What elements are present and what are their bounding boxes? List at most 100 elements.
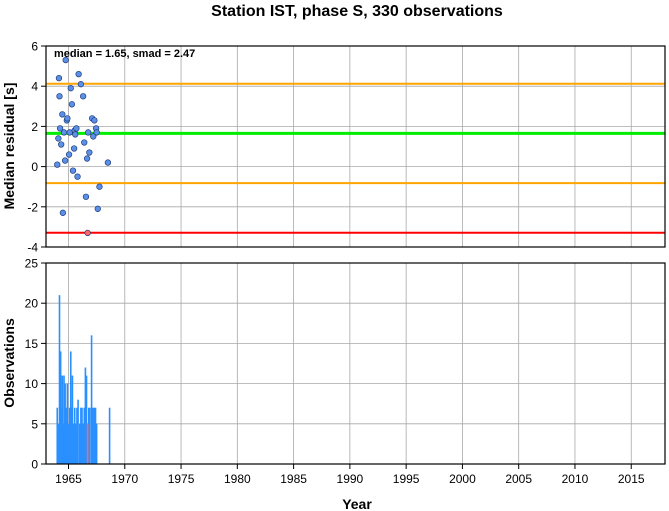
year-x-tick-label: 1985	[280, 472, 307, 486]
residual-point	[67, 85, 74, 92]
residual-y-axis-label: Median residual [s]	[1, 83, 17, 210]
residual-point	[70, 145, 78, 152]
observation-bar	[73, 407, 76, 464]
chart-title: Station IST, phase S, 330 observations	[211, 3, 503, 20]
year-x-tick-label: 1970	[111, 472, 138, 486]
observations-y-tick-label: 25	[25, 257, 39, 271]
observation-bar	[108, 407, 111, 464]
residual-point	[79, 93, 87, 100]
residual-point	[74, 173, 81, 180]
residual-point	[60, 129, 68, 136]
observations-plot-frame	[45, 262, 666, 465]
observation-bar-outlier	[86, 423, 89, 464]
residual-point	[96, 183, 103, 190]
residual-point	[56, 125, 64, 132]
residual-point	[58, 141, 65, 148]
residual-point	[81, 139, 88, 146]
residual-point	[94, 205, 101, 212]
year-x-tick-label: 1995	[393, 472, 420, 486]
residual-y-tick-label: 0	[31, 160, 38, 174]
residual-point	[59, 111, 66, 118]
year-x-tick-label: 2010	[562, 472, 589, 486]
residual-point	[59, 209, 67, 216]
observation-bar	[81, 407, 83, 464]
residual-point	[65, 151, 73, 158]
residual-point	[90, 133, 97, 140]
observation-bar	[94, 407, 97, 464]
observation-bar	[60, 407, 62, 464]
observation-bar	[82, 423, 84, 464]
stats-annotation: median = 1.65, smad = 2.47	[54, 48, 195, 60]
observations-y-axis-label: Observations	[1, 318, 17, 408]
observation-bar	[67, 423, 70, 464]
observation-bar	[71, 375, 74, 464]
residual-points	[54, 56, 112, 237]
year-x-tick-label: 1965	[55, 472, 82, 486]
residual-panel: -4 -2 0 2 4 6 median = 1.65, smad = 2.47 Medi…	[1, 40, 666, 255]
residual-point	[62, 56, 69, 64]
observation-bar	[92, 407, 95, 464]
observations-plot-area	[46, 263, 665, 464]
observation-bar	[84, 367, 87, 464]
observation-bar	[93, 407, 96, 464]
observations-panel: 0 5 10 15 20 25 1965 1970 1975 1980 1985 1990 1995 2…	[1, 257, 666, 511]
residual-point	[93, 129, 100, 136]
residual-point	[104, 159, 112, 166]
observation-bar	[56, 407, 59, 464]
residual-y-tick-label: -2	[27, 200, 38, 214]
year-x-tick-label: 1975	[168, 472, 195, 486]
residual-plot-frame	[45, 45, 666, 248]
residual-point	[86, 149, 93, 156]
observation-bar	[57, 423, 60, 464]
observation-bar	[89, 407, 91, 464]
observation-bar	[85, 375, 88, 464]
residual-point	[69, 167, 77, 174]
observation-bar	[76, 407, 78, 464]
year-x-tick-label: 1980	[224, 472, 251, 486]
residual-point	[55, 75, 63, 82]
residual-y-ticks: -4 -2 0 2 4 6	[27, 40, 46, 255]
residual-point	[77, 81, 85, 88]
residual-point	[64, 115, 71, 122]
observation-bar	[68, 407, 71, 464]
observation-bar	[83, 407, 86, 464]
residual-point	[91, 117, 98, 124]
observation-bar	[95, 423, 98, 464]
observation-bar	[91, 407, 93, 464]
observations-y-ticks: 0 5 10 15 20 25	[25, 257, 46, 472]
observation-bar	[80, 407, 82, 464]
year-x-axis-label: Year	[342, 496, 372, 511]
residual-point	[85, 129, 92, 136]
residual-point	[72, 131, 79, 138]
residual-point	[55, 135, 62, 142]
year-x-ticks: 1965 1970 1975 1980 1985 1990 1995 2000 2005 2010…	[55, 464, 645, 486]
residual-point	[84, 229, 91, 237]
observation-bar	[61, 375, 64, 464]
residual-point	[54, 161, 61, 168]
residual-point	[68, 101, 76, 108]
residual-point	[56, 93, 63, 100]
residual-point	[75, 70, 82, 78]
observation-bar	[64, 383, 66, 464]
observation-bar	[58, 295, 61, 464]
observation-bar	[63, 375, 65, 464]
year-x-tick-label: 2000	[449, 472, 476, 486]
residual-point	[73, 125, 80, 132]
observations-y-tick-label: 15	[25, 337, 39, 351]
observations-y-tick-label: 10	[25, 377, 39, 391]
observation-bar	[65, 407, 68, 464]
year-x-tick-label: 2005	[505, 472, 532, 486]
observation-bar	[87, 407, 90, 464]
residual-point	[82, 193, 90, 200]
observation-bar	[75, 423, 77, 464]
observation-bar	[72, 423, 75, 464]
residual-point	[83, 155, 91, 162]
residual-y-tick-label: 4	[31, 80, 38, 94]
residual-y-tick-label: 2	[31, 120, 38, 134]
residual-y-tick-label: -4	[27, 241, 38, 255]
residual-plot-area	[46, 46, 665, 247]
observation-bar	[78, 423, 81, 464]
residual-y-tick-label: 6	[31, 40, 38, 54]
observations-y-tick-label: 5	[31, 417, 38, 431]
